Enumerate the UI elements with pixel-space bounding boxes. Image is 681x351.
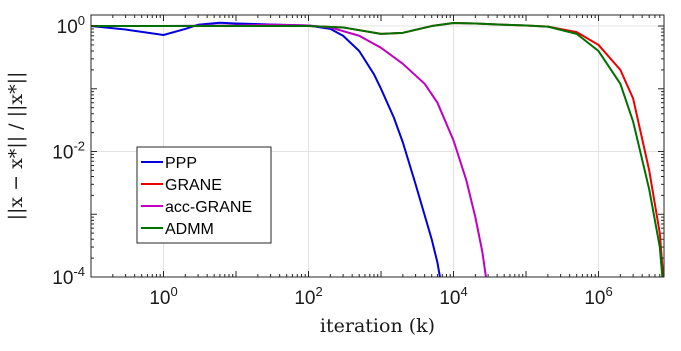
legend: PPP GRANE acc-GRANE ADMM [136,146,272,244]
x-tick-label: 106 [584,284,612,309]
legend-label: ADMM [165,221,214,238]
axis-ticks: 100 102 104 106 100 10-2 10-4 [52,13,665,309]
x-axis-label: iteration (k) [320,315,435,337]
y-tick-label: 10-4 [52,264,85,289]
y-tick-label: 100 [57,13,85,38]
legend-label: acc-GRANE [165,199,252,216]
series-line-admm [91,21,664,278]
x-tick-label: 100 [149,284,177,309]
series-line-ppp [90,21,441,278]
y-axis-label: ||x − x*|| / ||x*|| [5,72,27,221]
series-lines [90,21,665,278]
y-tick-label: 10-2 [52,139,85,164]
legend-label: PPP [165,155,197,172]
x-tick-label: 102 [294,284,322,309]
x-tick-label: 104 [439,284,467,309]
legend-label: GRANE [165,177,222,194]
